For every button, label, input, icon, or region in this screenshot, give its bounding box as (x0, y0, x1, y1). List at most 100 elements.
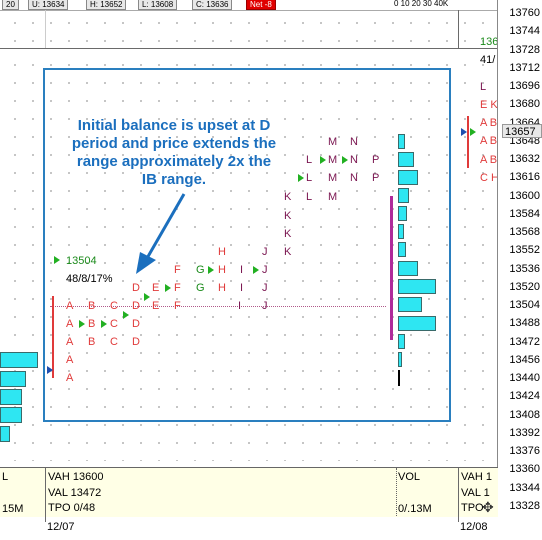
tpo-marker-icon (342, 156, 348, 164)
annotation-frame (43, 68, 451, 422)
next-open-label: 136 (480, 36, 499, 48)
tpo-letter: N (350, 154, 358, 166)
date-bar: 12/07 12/08 (0, 517, 498, 540)
next-open-marker-icon (461, 128, 467, 136)
tpo-letter: G (196, 282, 205, 294)
tpo-marker-icon (298, 174, 304, 182)
tpo-letter: K (284, 191, 292, 203)
tpo-marker-icon (253, 266, 259, 274)
footer-divider (45, 468, 46, 518)
tpo-letter: A (66, 300, 74, 312)
price-tick: 13520 (509, 281, 540, 293)
next-ib-bar (467, 116, 469, 168)
value-area-line (50, 306, 386, 307)
tpo-letter: K (284, 210, 292, 222)
annotation-arrow (136, 193, 186, 274)
price-tick: 13568 (509, 226, 540, 238)
header-cell: 20 (2, 0, 19, 10)
tpo-letter: C (110, 300, 118, 312)
tpo-letter: H (218, 246, 226, 258)
tpo-letter: H (218, 264, 226, 276)
tpo-letter: A B (480, 154, 498, 166)
header-high: H: 13652 (86, 0, 127, 10)
next-tpo-label: TPO (461, 502, 484, 514)
open-price-marker-icon (54, 256, 60, 264)
next-val-label: VAL 1 (461, 487, 490, 499)
price-tick: 13552 (509, 244, 540, 256)
histogram-bar (0, 371, 26, 387)
price-tick: 13408 (509, 409, 540, 421)
histogram-bar-last (398, 370, 400, 386)
price-tick: 13392 (509, 427, 540, 439)
tpo-letter: D (132, 318, 140, 330)
price-tick: 13344 (509, 482, 540, 494)
tpo-letter: J (262, 246, 268, 258)
price-axis[interactable]: 13760 13744 13728 13712 13696 13680 1366… (497, 0, 542, 540)
next-vah-label: VAH 1 (461, 471, 492, 483)
price-tick: 13472 (509, 336, 540, 348)
histogram-bar (398, 334, 405, 349)
tpo-letter: P (372, 154, 380, 166)
tpo-letter: M (328, 154, 338, 166)
histogram-bar (0, 407, 22, 423)
tpo-letter: M (328, 136, 338, 148)
tpo-letter: J (262, 282, 268, 294)
price-tick: 13728 (509, 44, 540, 56)
date-tick (45, 517, 46, 522)
tpo-letter: L (306, 154, 313, 166)
header-close: C: 13636 (192, 0, 233, 10)
date-tick (458, 517, 459, 522)
histogram-bar (398, 352, 402, 367)
vah-label: VAH 13600 (48, 471, 104, 483)
profile-stats: 48/8/17% (66, 273, 113, 285)
price-tick: 13488 (509, 317, 540, 329)
tpo-letter: A (66, 336, 74, 348)
tpo-marker-icon (123, 311, 129, 319)
tpo-marker-icon (320, 156, 326, 164)
histogram-bar (398, 152, 414, 167)
price-tick: 13360 (509, 463, 540, 475)
resize-cursor-icon[interactable]: ✥ (482, 499, 494, 515)
tpo-letter: I (238, 300, 242, 312)
price-tick: 13424 (509, 390, 540, 402)
tpo-letter: J (262, 300, 268, 312)
price-tick: 13744 (509, 25, 540, 37)
tpo-letter: A (66, 372, 74, 384)
tpo-letter: B (88, 300, 96, 312)
tpo-label: TPO 0/48 (48, 502, 96, 514)
date-label: 12/08 (460, 521, 488, 533)
tpo-letter: F (174, 300, 181, 312)
histogram-bar (398, 261, 418, 276)
histogram-bar (398, 188, 409, 203)
header-open: U: 13634 (28, 0, 69, 10)
histogram-bar (0, 389, 22, 405)
price-tick: 13440 (509, 372, 540, 384)
histogram-bar (398, 170, 418, 185)
current-price-tag: 13657 (502, 124, 542, 138)
vol-label: VOL (398, 471, 421, 483)
initial-balance-bar (52, 296, 54, 378)
tpo-letter: K (284, 228, 292, 240)
tpo-letter: N (350, 172, 358, 184)
histogram-bar (0, 426, 10, 442)
price-tick: 13584 (509, 208, 540, 220)
tpo-letter: B (88, 336, 96, 348)
footer-stats: L 15M VAH 13600 VAL 13472 TPO 0/48 VOL 0… (0, 467, 498, 518)
tpo-letter: N (350, 136, 358, 148)
tpo-letter: H (218, 282, 226, 294)
value-area-bar (390, 196, 393, 340)
tpo-letter: L (480, 81, 487, 93)
grid-dots-top (6, 14, 496, 48)
tpo-letter: I (240, 282, 244, 294)
footer-left-label: L (2, 471, 9, 483)
tpo-letter: A B (480, 117, 498, 129)
tpo-letter: C H (480, 172, 499, 184)
tpo-marker-icon (144, 293, 150, 301)
histogram-bar (398, 134, 405, 149)
tpo-letter: A (66, 318, 74, 330)
tpo-letter: P (372, 172, 380, 184)
price-tick: 13376 (509, 445, 540, 457)
tpo-marker-icon (165, 284, 171, 292)
val-label: VAL 13472 (48, 487, 102, 499)
price-tick: 13536 (509, 263, 540, 275)
